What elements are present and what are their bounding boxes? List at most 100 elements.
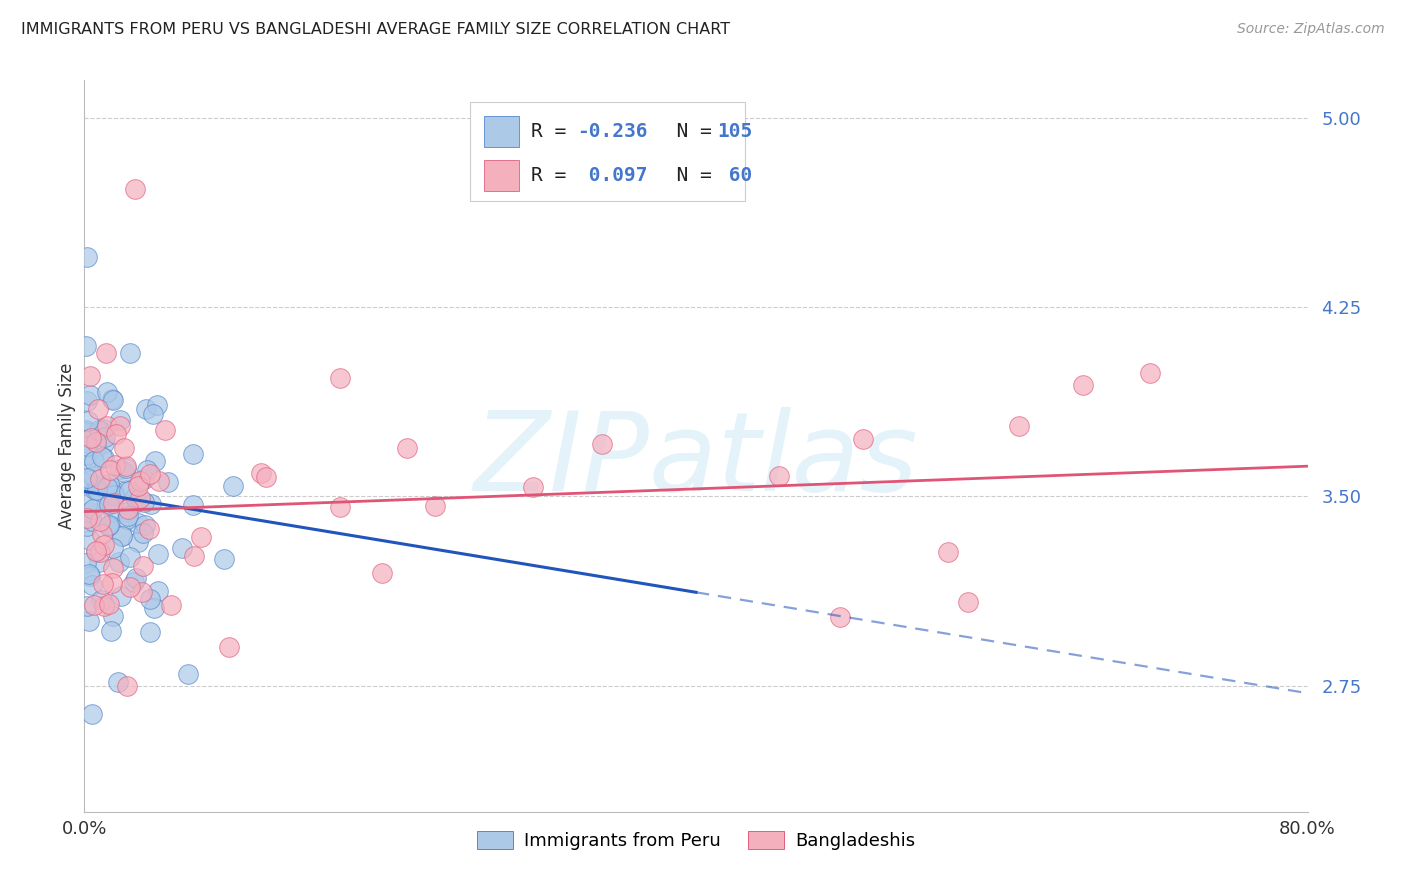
Text: Source: ZipAtlas.com: Source: ZipAtlas.com <box>1237 22 1385 37</box>
Point <box>77 505 100 519</box>
Point <box>90 424 112 438</box>
Point <box>148 474 170 488</box>
Point <box>118 483 141 498</box>
Point <box>115 461 138 475</box>
Point <box>254 470 277 484</box>
Point <box>852 432 875 446</box>
Point <box>181 447 204 461</box>
Point <box>214 552 236 566</box>
Point <box>1007 418 1029 433</box>
Point <box>93 436 115 450</box>
Point <box>76 511 98 525</box>
Point <box>108 555 131 569</box>
Point <box>395 441 418 455</box>
Text: R =: R = <box>531 122 578 141</box>
Point <box>80 431 103 445</box>
Point <box>89 472 111 486</box>
Point <box>142 600 165 615</box>
Point <box>329 500 352 515</box>
Point <box>132 495 155 509</box>
Point <box>86 483 108 497</box>
Point <box>115 512 138 526</box>
Point <box>591 436 613 450</box>
Point <box>141 497 163 511</box>
Point <box>77 567 100 582</box>
Point <box>84 544 107 558</box>
Point <box>98 517 121 532</box>
Point <box>522 480 544 494</box>
Point <box>134 472 156 486</box>
Text: 105: 105 <box>717 122 752 141</box>
Point <box>76 449 98 463</box>
Point <box>75 455 97 469</box>
Point <box>75 423 97 437</box>
Point <box>98 597 121 611</box>
Point <box>79 368 101 383</box>
Point <box>101 392 124 406</box>
Point <box>139 467 162 482</box>
Point <box>98 463 121 477</box>
Point <box>93 599 115 613</box>
Y-axis label: Average Family Size: Average Family Size <box>58 363 76 529</box>
Point <box>120 549 142 564</box>
Point <box>101 560 124 574</box>
Point <box>104 487 127 501</box>
Point <box>112 465 135 479</box>
Point <box>107 674 129 689</box>
Point <box>111 529 134 543</box>
Point <box>155 424 177 438</box>
Text: ZIPatlas: ZIPatlas <box>474 407 918 514</box>
Point <box>1071 378 1094 392</box>
Point <box>132 526 155 541</box>
Point <box>250 466 273 480</box>
Point <box>91 422 114 436</box>
Point <box>84 544 107 558</box>
Point <box>96 345 118 359</box>
Point <box>75 556 97 570</box>
Point <box>77 615 100 629</box>
Point <box>159 599 181 613</box>
Text: IMMIGRANTS FROM PERU VS BANGLADESHI AVERAGE FAMILY SIZE CORRELATION CHART: IMMIGRANTS FROM PERU VS BANGLADESHI AVER… <box>21 22 730 37</box>
Point <box>143 454 166 468</box>
Point <box>101 495 124 509</box>
Point <box>75 425 97 439</box>
FancyBboxPatch shape <box>470 103 745 201</box>
Legend: Immigrants from Peru, Bangladeshis: Immigrants from Peru, Bangladeshis <box>470 823 922 857</box>
Point <box>79 388 101 402</box>
Point <box>100 493 122 508</box>
Point <box>115 483 138 497</box>
Point <box>76 599 98 613</box>
Point <box>96 385 118 400</box>
Point <box>84 483 107 498</box>
Point <box>101 576 124 591</box>
Point <box>77 414 100 428</box>
Point <box>124 490 146 504</box>
Point <box>97 518 120 533</box>
Point <box>82 469 104 483</box>
Point <box>75 476 97 491</box>
Point <box>128 474 150 488</box>
Point <box>181 498 204 512</box>
Bar <box>484 116 519 146</box>
Point <box>100 624 122 638</box>
Point <box>125 494 148 508</box>
Point <box>84 442 107 456</box>
Point <box>114 441 136 455</box>
Point <box>222 479 245 493</box>
Point <box>218 640 240 654</box>
Point <box>103 488 125 502</box>
Point <box>135 401 157 416</box>
Point <box>98 476 121 491</box>
Point <box>177 667 200 681</box>
Point <box>101 609 124 624</box>
Point <box>84 434 107 449</box>
Point <box>122 575 145 590</box>
Point <box>83 454 105 468</box>
Point <box>371 566 394 580</box>
Point <box>1139 366 1161 380</box>
Point <box>117 502 139 516</box>
Point <box>139 624 162 639</box>
Point <box>146 399 169 413</box>
Point <box>103 483 125 497</box>
Point <box>89 545 111 559</box>
